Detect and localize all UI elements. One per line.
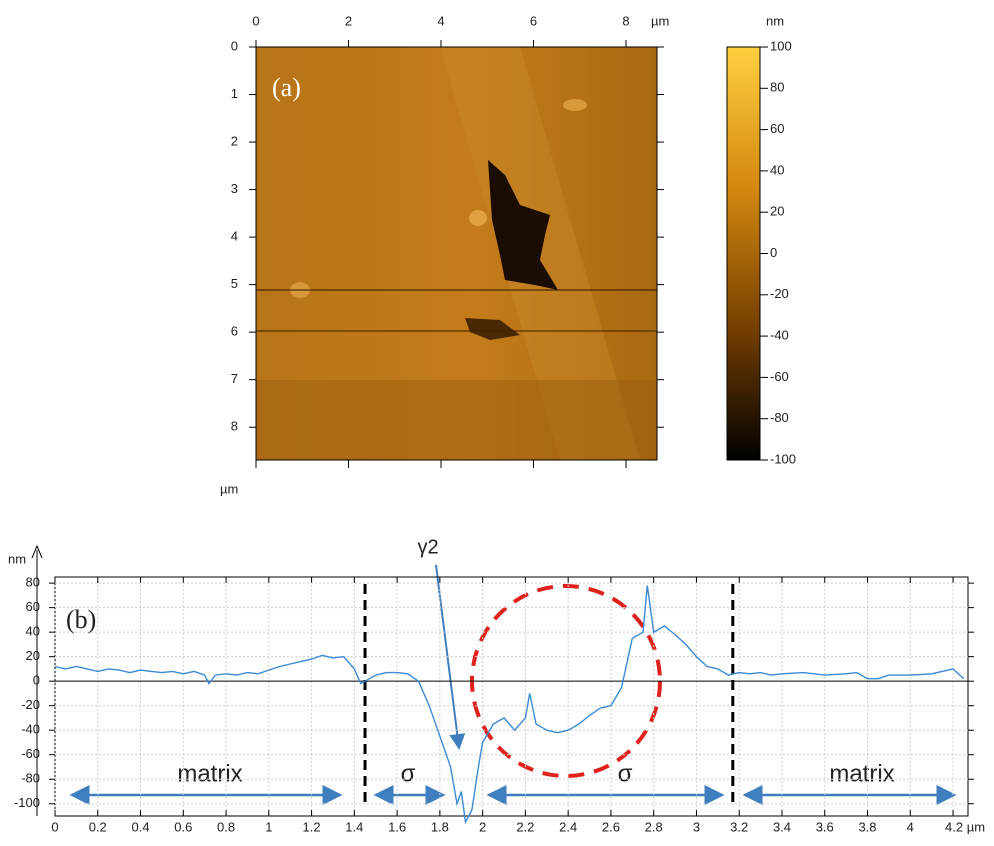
y-tick-label: -80 bbox=[21, 771, 40, 786]
colorbar bbox=[726, 46, 761, 461]
x-tick-label: 1.4 bbox=[345, 819, 363, 834]
x-tick-label: 2.2 bbox=[516, 819, 534, 834]
y-axis-label: µm bbox=[220, 481, 238, 496]
colorbar-tick-label: -40 bbox=[770, 328, 789, 343]
y-tick-label: 60 bbox=[26, 599, 40, 614]
x-tick-label: 1.2 bbox=[303, 819, 321, 834]
x-tick-label: 2 bbox=[345, 13, 352, 28]
x-tick-label: 0.6 bbox=[174, 819, 192, 834]
annotation: γ2 bbox=[417, 536, 438, 558]
colorbar-tick-label: 80 bbox=[770, 80, 784, 95]
x-tick-label: 4 bbox=[437, 13, 444, 28]
x-tick-label: 2.4 bbox=[559, 819, 577, 834]
y-tick-label: 6 bbox=[231, 324, 238, 339]
y-tick-label: 2 bbox=[231, 133, 238, 148]
panel-label: (a) bbox=[272, 73, 301, 102]
y-axis-label: nm bbox=[8, 551, 26, 566]
y-tick-label: 7 bbox=[231, 371, 238, 386]
plot-frame bbox=[54, 576, 969, 817]
x-tick-label: 1.6 bbox=[388, 819, 406, 834]
y-tick-label: -100 bbox=[14, 795, 40, 810]
x-tick-label: 0 bbox=[51, 819, 58, 834]
y-tick-label: 0 bbox=[33, 673, 40, 688]
x-tick-label: 0 bbox=[252, 13, 259, 28]
x-tick-label: 4.2 µm bbox=[945, 819, 985, 834]
x-tick-label: 3.2 bbox=[730, 819, 748, 834]
colorbar-tick-label: -60 bbox=[770, 369, 789, 384]
y-arrow-head bbox=[31, 544, 43, 559]
y-tick-label: 4 bbox=[231, 229, 238, 244]
annotation: matrix bbox=[829, 760, 894, 787]
annotation: σ bbox=[618, 760, 633, 787]
colorbar-tick-label: -20 bbox=[770, 286, 789, 301]
x-tick-label: 1 bbox=[265, 819, 272, 834]
panel-label: (b) bbox=[66, 605, 96, 634]
y-tick-label: 40 bbox=[26, 624, 40, 639]
colorbar-tick-label: -80 bbox=[770, 410, 789, 425]
colorbar-tick-label: 40 bbox=[770, 162, 784, 177]
x-tick-label: 3.8 bbox=[858, 819, 876, 834]
y-tick-label: 80 bbox=[26, 575, 40, 590]
annotation: matrix bbox=[177, 760, 242, 787]
y-tick-label: -60 bbox=[21, 746, 40, 761]
x-axis-label: µm bbox=[651, 13, 669, 28]
colorbar-tick-label: -100 bbox=[770, 451, 796, 466]
x-tick-label: 2.8 bbox=[645, 819, 663, 834]
x-tick-label: 0.8 bbox=[217, 819, 235, 834]
x-tick-label: 3.4 bbox=[773, 819, 791, 834]
y-tick-label: 20 bbox=[26, 648, 40, 663]
y-tick-label: 8 bbox=[231, 419, 238, 434]
colorbar-tick-label: 60 bbox=[770, 121, 784, 136]
x-tick-label: 4 bbox=[907, 819, 914, 834]
colorbar-tick-label: 20 bbox=[770, 204, 784, 219]
x-tick-label: 2.6 bbox=[602, 819, 620, 834]
x-tick-label: 6 bbox=[530, 13, 537, 28]
y-tick-label: -20 bbox=[21, 697, 40, 712]
colorbar-label: nm bbox=[766, 13, 784, 28]
colorbar-tick-label: 0 bbox=[770, 245, 777, 260]
x-tick-label: 3 bbox=[693, 819, 700, 834]
x-tick-label: 0.2 bbox=[89, 819, 107, 834]
colorbar-tick-label: 100 bbox=[770, 38, 792, 53]
profile-line bbox=[54, 585, 965, 825]
x-tick-label: 2 bbox=[479, 819, 486, 834]
annotation: σ bbox=[401, 760, 416, 787]
y-tick-label: 3 bbox=[231, 181, 238, 196]
x-tick-label: 8 bbox=[622, 13, 629, 28]
afm-image bbox=[255, 46, 658, 461]
y-tick-label: 5 bbox=[231, 276, 238, 291]
y-tick-label: 0 bbox=[231, 38, 238, 53]
x-tick-label: 3.6 bbox=[816, 819, 834, 834]
x-tick-label: 1.8 bbox=[431, 819, 449, 834]
y-tick-label: -40 bbox=[21, 722, 40, 737]
y-tick-label: 1 bbox=[231, 86, 238, 101]
x-tick-label: 0.4 bbox=[131, 819, 149, 834]
